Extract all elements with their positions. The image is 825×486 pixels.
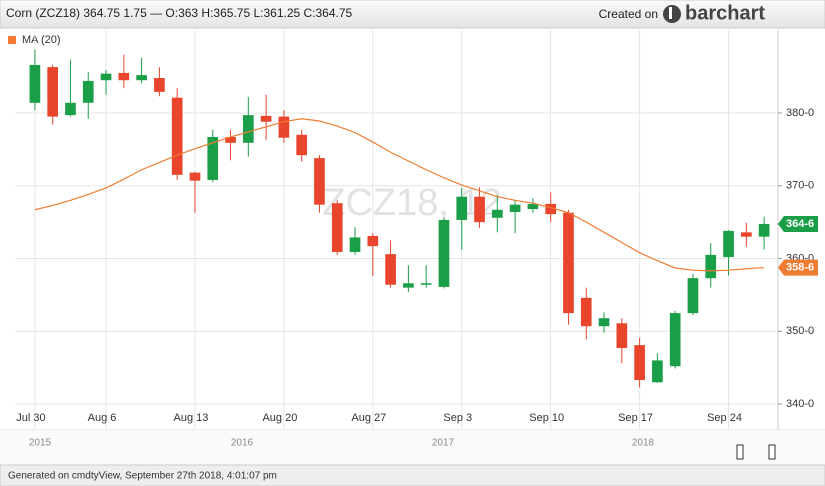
candle-body bbox=[723, 230, 734, 258]
candle-body bbox=[189, 172, 201, 181]
candle-body bbox=[82, 80, 94, 103]
created-on: Created on bbox=[599, 7, 658, 21]
candle-body bbox=[687, 278, 699, 314]
navigator bbox=[0, 430, 825, 465]
candle-body bbox=[385, 254, 396, 285]
candle-body bbox=[705, 254, 717, 279]
candle-body bbox=[509, 204, 521, 212]
candle-body bbox=[652, 360, 663, 383]
y-tick-label: 380-0 bbox=[786, 107, 814, 119]
navigator-label: 2016 bbox=[231, 438, 254, 449]
candle-body bbox=[154, 78, 165, 92]
candle-body bbox=[242, 115, 254, 143]
candle-body bbox=[758, 223, 770, 237]
candle-body bbox=[456, 196, 468, 220]
candle-body bbox=[331, 203, 343, 252]
candle-body bbox=[403, 283, 414, 288]
candle-body bbox=[29, 64, 41, 103]
candle-body bbox=[420, 283, 432, 285]
y-tick-label: 350-0 bbox=[786, 325, 814, 337]
x-tick-label: Jul 30 bbox=[16, 412, 45, 424]
header-title: Corn (ZCZ18) 364.75 1.75 — O:363 H:365.7… bbox=[6, 6, 353, 20]
candle-body bbox=[65, 102, 76, 116]
candle-body bbox=[207, 136, 219, 180]
x-tick-label: Aug 27 bbox=[351, 412, 386, 424]
candle-body bbox=[171, 97, 183, 175]
candle-body bbox=[527, 203, 539, 210]
candle-body bbox=[491, 209, 503, 218]
candle-body bbox=[225, 136, 236, 143]
navigator-handle[interactable] bbox=[768, 444, 776, 460]
footer: Generated on cmdtyView, September 27th 2… bbox=[8, 471, 277, 482]
brand: barchart bbox=[685, 2, 765, 24]
x-tick-label: Aug 13 bbox=[174, 412, 209, 424]
candle-body bbox=[314, 158, 325, 205]
candle-body bbox=[260, 115, 272, 122]
candle-body bbox=[118, 72, 130, 81]
candle-body bbox=[598, 318, 610, 327]
ma-line bbox=[34, 118, 765, 272]
header-bar bbox=[0, 0, 825, 29]
candle-body bbox=[349, 237, 361, 252]
y-tick-label: 340-0 bbox=[786, 398, 814, 410]
x-tick-label: Sep 10 bbox=[529, 412, 564, 424]
candle-body bbox=[136, 75, 147, 81]
x-tick-label: Sep 17 bbox=[618, 412, 653, 424]
x-tick-label: Sep 3 bbox=[443, 412, 472, 424]
candle-body bbox=[474, 196, 485, 223]
navigator-handle[interactable] bbox=[736, 444, 744, 460]
candle-body bbox=[296, 134, 308, 156]
x-tick-label: Aug 20 bbox=[262, 412, 297, 424]
candle-body bbox=[669, 313, 681, 367]
candle-body bbox=[367, 235, 379, 247]
candle-body bbox=[634, 345, 645, 381]
navigator-label: 2017 bbox=[432, 438, 455, 449]
candle-body bbox=[616, 323, 628, 349]
candle-body bbox=[740, 232, 752, 237]
candle-body bbox=[580, 297, 592, 327]
price-tag-label: 358-6 bbox=[786, 262, 814, 274]
candle-body bbox=[47, 67, 59, 117]
candle-body bbox=[563, 212, 574, 314]
candle-body bbox=[278, 116, 290, 138]
navigator-label: 2018 bbox=[632, 438, 655, 449]
watermark: ZCZ18, 12 bbox=[322, 182, 502, 224]
candle-body bbox=[100, 73, 112, 81]
x-tick-label: Sep 24 bbox=[707, 412, 742, 424]
footer-bar bbox=[0, 464, 825, 486]
navigator-label: 2015 bbox=[29, 438, 52, 449]
brand-logo-mark bbox=[669, 7, 672, 19]
price-tag bbox=[778, 215, 818, 232]
price-tag-label: 364-6 bbox=[786, 218, 814, 230]
legend-label: MA (20) bbox=[22, 34, 61, 46]
x-tick-label: Aug 6 bbox=[88, 412, 117, 424]
price-tag bbox=[778, 259, 818, 276]
legend-swatch bbox=[8, 36, 16, 44]
candle-body bbox=[545, 203, 557, 215]
candle-body bbox=[438, 219, 450, 287]
y-tick-label: 370-0 bbox=[786, 180, 814, 192]
